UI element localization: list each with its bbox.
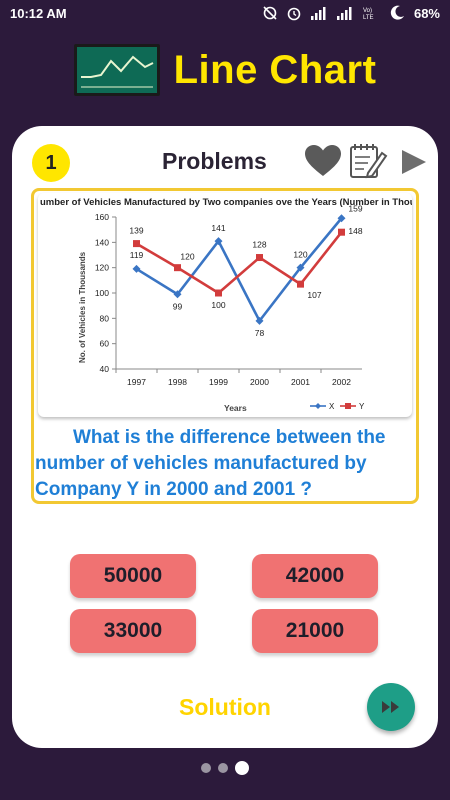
status-icons: Vo) LTE 68% bbox=[262, 4, 440, 22]
solution-link[interactable]: Solution bbox=[179, 694, 271, 720]
problem-number-badge: 1 bbox=[32, 144, 70, 182]
series-line-y bbox=[135, 231, 343, 295]
data-label-y: 139 bbox=[129, 226, 143, 236]
alarm-icon bbox=[287, 7, 301, 21]
data-point-y bbox=[174, 264, 181, 272]
data-point-x bbox=[296, 263, 305, 272]
data-point-y bbox=[256, 254, 263, 262]
page-dot-3-active[interactable] bbox=[235, 761, 249, 775]
x-tick-label: 2002 bbox=[332, 377, 351, 387]
battery-percent: 68% bbox=[413, 5, 440, 21]
answer-button-a[interactable]: 50000 bbox=[70, 554, 196, 598]
next-button[interactable] bbox=[367, 683, 415, 731]
signal-icon-2 bbox=[336, 7, 352, 20]
page-dot-2[interactable] bbox=[218, 763, 228, 773]
y-tick-label: 120 bbox=[95, 263, 109, 273]
question-box: umber of Vehicles Manufactured by Two co… bbox=[31, 188, 419, 504]
play-icon[interactable] bbox=[398, 148, 428, 176]
sync-off-icon bbox=[263, 6, 277, 20]
y-tick-label: 160 bbox=[95, 212, 109, 222]
answer-button-b[interactable]: 42000 bbox=[252, 554, 378, 598]
series-line-x bbox=[135, 217, 343, 324]
svg-text:LTE: LTE bbox=[363, 15, 374, 20]
data-point-x bbox=[132, 264, 141, 273]
answer-button-d[interactable]: 21000 bbox=[252, 609, 378, 653]
data-point-x bbox=[255, 316, 264, 325]
data-point-y bbox=[133, 240, 140, 248]
data-label-x: 120 bbox=[293, 250, 307, 260]
data-point-y bbox=[297, 280, 304, 288]
app-title: Line Chart bbox=[173, 47, 377, 92]
data-label-y: 148 bbox=[348, 226, 362, 236]
data-point-y bbox=[338, 228, 345, 236]
legend-label-y: Y bbox=[359, 402, 365, 411]
data-point-x bbox=[337, 214, 346, 223]
legend-marker-y bbox=[345, 403, 351, 409]
moon-icon bbox=[390, 5, 404, 20]
x-tick-label: 1997 bbox=[127, 377, 146, 387]
status-bar: 10:12 AM Vo) LTE 68% bbox=[0, 0, 450, 26]
chart-series: 119 99 141 78 120 159 139 120 100 128 107 148 bbox=[129, 203, 362, 338]
page-indicator bbox=[0, 760, 450, 776]
volte-icon: Vo) LTE bbox=[363, 8, 374, 20]
y-tick-label: 80 bbox=[100, 313, 110, 323]
data-point-x bbox=[173, 290, 182, 299]
fast-forward-icon bbox=[382, 701, 399, 713]
data-label-x: 119 bbox=[130, 250, 144, 260]
chart-ylabel: No. of Vehicles in Thousands bbox=[78, 251, 87, 363]
data-label-y: 128 bbox=[252, 240, 266, 250]
x-tick-label: 2001 bbox=[291, 377, 310, 387]
legend-label-x: X bbox=[329, 402, 335, 411]
chart-title: umber of Vehicles Manufactured by Two co… bbox=[40, 197, 412, 208]
chart-axes: 40 60 80 100 120 140 160 1997 1998 1999 2000 2001 20… bbox=[95, 212, 362, 387]
data-label-x: 159 bbox=[348, 203, 362, 213]
chart-panel: umber of Vehicles Manufactured by Two co… bbox=[38, 193, 412, 417]
data-label-y: 100 bbox=[211, 300, 225, 310]
question-text: What is the difference between the numbe… bbox=[35, 427, 386, 500]
line-chart-board-icon bbox=[73, 44, 160, 96]
card-title: Problems bbox=[162, 148, 267, 174]
data-label-y: 107 bbox=[307, 290, 321, 300]
legend-marker-x bbox=[315, 403, 321, 409]
app-header: Line Chart bbox=[0, 26, 450, 114]
y-tick-label: 140 bbox=[95, 237, 109, 247]
x-tick-label: 1998 bbox=[168, 377, 187, 387]
data-point-x bbox=[214, 237, 223, 246]
x-tick-label: 2000 bbox=[250, 377, 269, 387]
heart-icon[interactable] bbox=[304, 144, 342, 178]
notes-icon[interactable] bbox=[348, 141, 388, 181]
status-time: 10:12 AM bbox=[10, 5, 67, 21]
answer-button-c[interactable]: 33000 bbox=[70, 609, 196, 653]
page-dot-1[interactable] bbox=[201, 763, 211, 773]
chart-xlabel: Years bbox=[224, 403, 247, 413]
y-tick-label: 60 bbox=[100, 339, 110, 349]
y-tick-label: 40 bbox=[100, 364, 110, 374]
data-label-x: 141 bbox=[211, 223, 225, 233]
data-point-y bbox=[215, 289, 222, 297]
signal-icon bbox=[310, 7, 326, 20]
data-label-y: 120 bbox=[180, 252, 194, 262]
svg-text:Vo): Vo) bbox=[363, 8, 372, 14]
data-label-x: 78 bbox=[255, 328, 265, 338]
line-chart: umber of Vehicles Manufactured by Two co… bbox=[40, 197, 412, 413]
y-tick-label: 100 bbox=[95, 288, 109, 298]
x-tick-label: 1999 bbox=[209, 377, 228, 387]
data-label-x: 99 bbox=[173, 301, 183, 311]
problem-card: 1 Problems umber of Vehicles Manufacture… bbox=[12, 126, 438, 748]
